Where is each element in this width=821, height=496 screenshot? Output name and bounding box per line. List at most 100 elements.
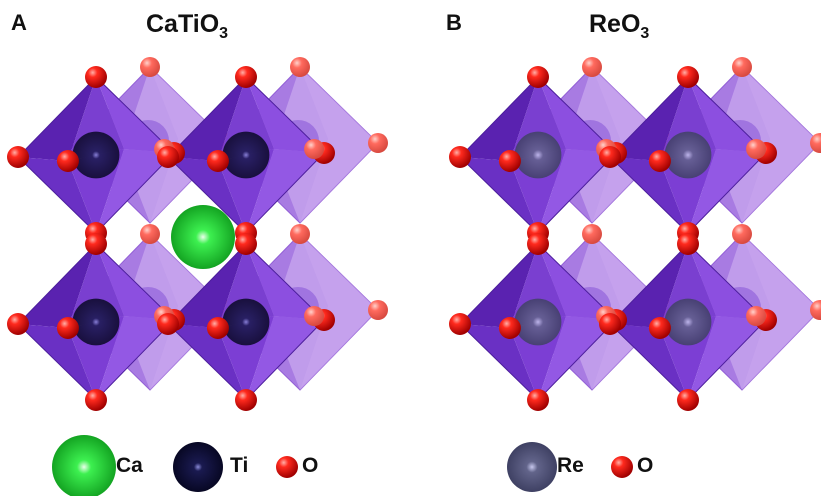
- octahedron-face: [300, 67, 378, 223]
- panel-a-letter: A: [11, 10, 27, 35]
- front-octahedron-0: [459, 76, 617, 234]
- oxygen-atom-back: [368, 133, 388, 153]
- center-atom-layer: [171, 205, 235, 269]
- oxygen-atom-back: [290, 224, 310, 244]
- front-octahedron-2: [17, 243, 175, 401]
- octahedron-face: [300, 234, 378, 390]
- panel-b-title: ReO3: [589, 10, 650, 42]
- front-octahedron-3: [167, 243, 325, 401]
- oxygen-atom: [527, 233, 549, 255]
- oxygen-atom-back: [810, 133, 821, 153]
- octahedron-face: [688, 149, 766, 233]
- oxygen-atom: [235, 389, 257, 411]
- oxygen-atom: [648, 150, 671, 172]
- oxygen-atom: [7, 146, 29, 168]
- legend-label-o-a: O: [302, 454, 319, 477]
- oxygen-atom: [599, 146, 621, 168]
- front-octahedron-0: [17, 76, 175, 234]
- octahedron-center-atom: [72, 131, 120, 179]
- octahedron-face: [742, 67, 820, 223]
- legend-icons: [52, 435, 633, 496]
- legend-label-ca: Ca: [116, 454, 143, 477]
- oxygen-atom-back: [582, 57, 602, 77]
- oxygen-atom: [85, 233, 107, 255]
- oxygen-atom-back: [304, 306, 325, 326]
- octahedron-face: [18, 77, 96, 161]
- front-octahedron-2: [459, 243, 617, 401]
- oxygen-atom: [498, 150, 521, 172]
- octahedron-face: [538, 316, 616, 400]
- octahedron-face: [168, 244, 246, 328]
- oxygen-atom: [677, 389, 699, 411]
- octahedron-face: [18, 244, 96, 328]
- oxygen-atom: [599, 313, 621, 335]
- oxygen-atom: [648, 317, 671, 339]
- octahedron-face: [742, 234, 820, 390]
- oxygen-atom-back: [746, 306, 767, 326]
- oxygen-atom: [206, 150, 229, 172]
- octahedron-center-atom: [222, 131, 270, 179]
- oxygen-atom-back: [732, 224, 752, 244]
- oxygen-atom: [7, 313, 29, 335]
- oxygen-atom: [85, 66, 107, 88]
- octahedron-face: [460, 77, 538, 161]
- legend-label-ti: Ti: [230, 454, 249, 477]
- oxygen-atom-back: [746, 139, 767, 159]
- octahedron-face: [96, 316, 174, 400]
- octahedron-face: [610, 77, 688, 161]
- panel-b-letter: B: [446, 10, 462, 35]
- octahedron-face: [610, 244, 688, 328]
- oxygen-atom-back: [582, 224, 602, 244]
- oxygen-atom: [235, 66, 257, 88]
- oxygen-atom: [157, 146, 179, 168]
- octahedron-center-atom: [514, 298, 562, 346]
- oxygen-atom: [56, 317, 79, 339]
- oxygen-atom: [677, 233, 699, 255]
- octahedron-center-atom: [664, 298, 712, 346]
- oxygen-atom-back: [810, 300, 821, 320]
- panel-a-title-subscript: 3: [219, 25, 229, 42]
- oxygen-atom: [85, 389, 107, 411]
- octahedron-center-atom: [222, 298, 270, 346]
- oxygen-atom: [677, 66, 699, 88]
- octahedron-face: [246, 316, 324, 400]
- ca-sphere-icon: [52, 435, 116, 496]
- oxygen-atom: [235, 233, 257, 255]
- front-octahedron-1: [167, 76, 325, 234]
- panel-b-title-main: ReO: [589, 10, 641, 38]
- legend-label-re: Re: [557, 454, 584, 477]
- oxygen-atom: [498, 317, 521, 339]
- oxygen-atom: [206, 317, 229, 339]
- front-octahedra-layer: [7, 66, 777, 411]
- octahedron-face: [168, 77, 246, 161]
- oxygen-atom-back: [732, 57, 752, 77]
- panel-b-title-subscript: 3: [640, 25, 650, 42]
- front-octahedron-3: [609, 243, 767, 401]
- octahedron-face: [460, 244, 538, 328]
- o-sphere-icon: [276, 456, 298, 478]
- oxygen-atom-back: [304, 139, 325, 159]
- octahedron-center-atom: [514, 131, 562, 179]
- front-octahedron-1: [609, 76, 767, 234]
- panel-a-title-main: CaTiO: [146, 10, 220, 38]
- oxygen-atom: [527, 66, 549, 88]
- octahedron-face: [246, 149, 324, 233]
- ti-sphere-icon: [173, 442, 223, 492]
- oxygen-atom: [449, 313, 471, 335]
- oxygen-atom: [157, 313, 179, 335]
- oxygen-atom: [56, 150, 79, 172]
- octahedron-face: [538, 149, 616, 233]
- oxygen-atom-back: [368, 300, 388, 320]
- oxygen-atom-back: [140, 224, 160, 244]
- oxygen-atom-back: [290, 57, 310, 77]
- re-sphere-icon: [507, 442, 557, 492]
- o-sphere-icon: [611, 456, 633, 478]
- oxygen-atom: [449, 146, 471, 168]
- panel-a-title: CaTiO3: [146, 10, 229, 42]
- octahedron-center-atom: [664, 131, 712, 179]
- octahedron-face: [688, 316, 766, 400]
- legend-label-o-b: O: [637, 454, 654, 477]
- octahedron-face: [96, 149, 174, 233]
- calcium-atom: [171, 205, 235, 269]
